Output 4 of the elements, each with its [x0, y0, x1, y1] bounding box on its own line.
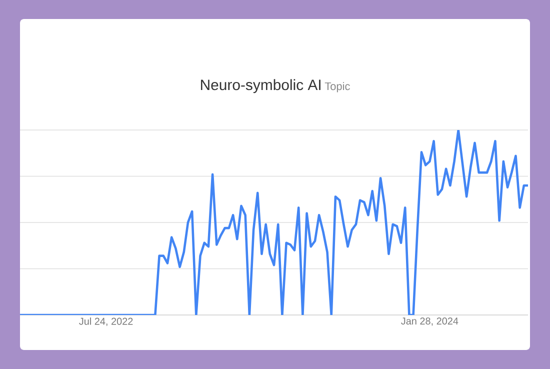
x-tick-label: Jul 24, 2022 [79, 318, 133, 326]
chart-title: Neuro-symbolic AI [201, 79, 320, 94]
chart-subtitle: Topic [324, 82, 350, 92]
x-tick-label: Jan 28, 2024 [401, 318, 458, 326]
